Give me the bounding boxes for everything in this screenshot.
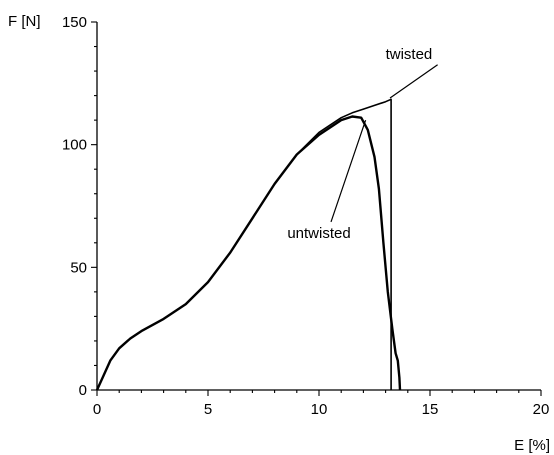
annotations: twisted untwisted	[287, 46, 438, 242]
series-group	[95, 98, 402, 391]
x-tick-label: 15	[422, 401, 439, 418]
annotation-untwisted: untwisted	[287, 225, 350, 242]
y-tick-label: 150	[62, 14, 87, 31]
y-tick-label: 50	[70, 259, 87, 276]
y-tick-label: 0	[79, 382, 87, 399]
x-tick-label: 10	[311, 401, 328, 418]
series-line-untwisted	[95, 115, 402, 391]
x-tick-label: 5	[204, 401, 212, 418]
y-tick-label: 100	[62, 137, 87, 154]
x-axis-title: E [%]	[514, 437, 550, 454]
annotation-twisted: twisted	[386, 46, 433, 63]
series-line-twisted	[96, 98, 392, 391]
x-tick-label: 20	[533, 401, 550, 418]
ticks: 0 5 10 15 20 0 50 100 150	[62, 14, 549, 418]
y-axis-title: F [N]	[8, 13, 41, 30]
annotation-leader-twisted	[389, 64, 438, 99]
axes	[96, 22, 541, 391]
x-tick-label: 0	[93, 401, 101, 418]
annotation-leader-untwisted	[330, 119, 367, 223]
